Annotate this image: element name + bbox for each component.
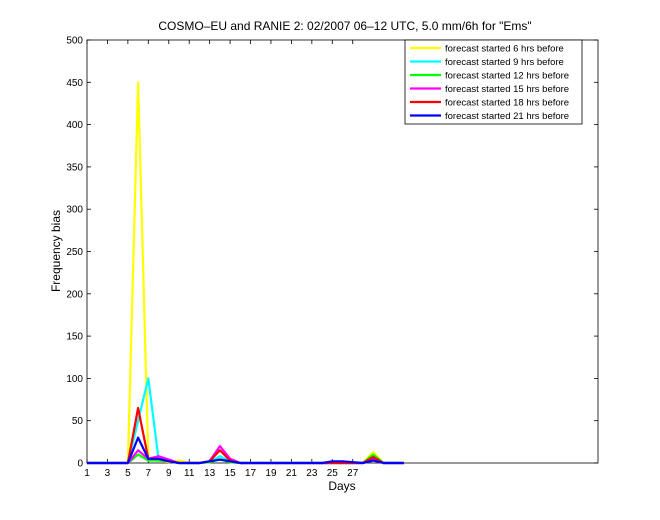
x-tick-label: 1 <box>84 468 90 479</box>
x-tick-label: 15 <box>225 468 237 479</box>
y-tick-label: 150 <box>66 332 83 343</box>
y-tick-label: 400 <box>66 120 83 131</box>
y-axis: 0 50 100 150 200 250 300 350 400 450 500 <box>66 36 598 470</box>
y-tick-label: 50 <box>72 416 84 427</box>
legend: forecast started 6 hrs before forecast st… <box>404 39 583 125</box>
legend-entry: forecast started 6 hrs before <box>445 43 564 54</box>
y-tick-label: 200 <box>66 289 83 300</box>
y-tick-label: 500 <box>66 36 83 47</box>
y-tick-label: 350 <box>66 162 83 173</box>
x-tick-label: 5 <box>125 468 131 479</box>
y-tick-label: 250 <box>66 247 83 258</box>
chart-title: COSMO–EU and RANIE 2: 02/2007 06–12 UTC,… <box>158 19 531 33</box>
x-tick-label: 25 <box>327 468 339 479</box>
y-tick-label: 0 <box>77 459 83 470</box>
legend-entry: forecast started 15 hrs before <box>445 84 569 95</box>
x-tick-label: 3 <box>105 468 111 479</box>
legend-entry: forecast started 12 hrs before <box>445 70 569 81</box>
y-axis-title: Frequency bias <box>49 210 63 292</box>
x-axis: 1 3 5 7 9 11 13 15 17 19 21 23 25 27 <box>84 40 359 479</box>
legend-entry: forecast started 18 hrs before <box>445 97 569 108</box>
legend-box <box>404 39 583 125</box>
x-axis-title: Days <box>328 479 355 493</box>
x-tick-label: 27 <box>347 468 359 479</box>
x-tick-label: 23 <box>306 468 318 479</box>
y-tick-label: 450 <box>66 78 83 89</box>
series-line-6 <box>87 436 404 465</box>
x-tick-label: 21 <box>286 468 298 479</box>
x-tick-label: 17 <box>245 468 257 479</box>
x-tick-label: 13 <box>204 468 216 479</box>
x-tick-label: 11 <box>184 468 195 479</box>
y-tick-label: 100 <box>66 374 83 385</box>
x-tick-label: 9 <box>166 468 172 479</box>
legend-entry: forecast started 21 hrs before <box>445 111 569 122</box>
x-tick-label: 19 <box>265 468 277 479</box>
y-tick-label: 300 <box>66 205 83 216</box>
legend-entry: forecast started 9 hrs before <box>445 57 564 68</box>
x-tick-label: 7 <box>146 468 152 479</box>
series-layer <box>87 81 404 465</box>
